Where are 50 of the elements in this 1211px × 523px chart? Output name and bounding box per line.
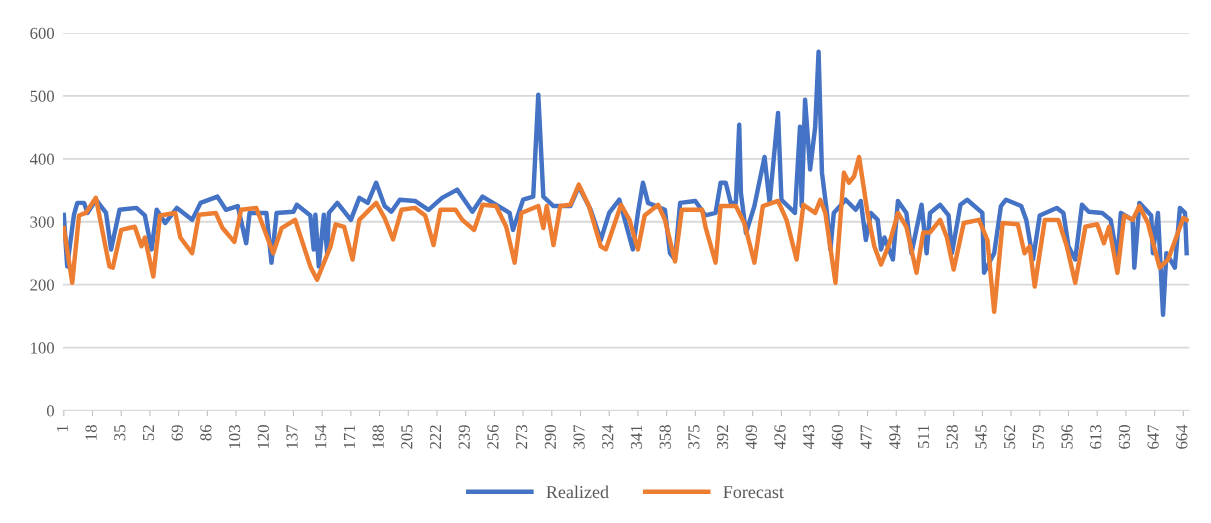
x-tick-label: 239	[458, 425, 470, 449]
x-tick-label: 188	[372, 425, 384, 448]
x-tick-label: 426	[774, 424, 786, 450]
x-tick-label: 137	[286, 424, 298, 448]
x-tick-label: 341	[630, 425, 643, 449]
x-tick-label: 494	[889, 424, 901, 450]
x-tick-label: 647	[1147, 424, 1159, 449]
x-tick-label: 18	[85, 425, 97, 440]
x-tick-label: 392	[716, 425, 729, 449]
x-tick-label: 52	[142, 425, 155, 441]
x-tick-label: 460	[831, 425, 844, 450]
x-tick-label: 545	[975, 425, 987, 449]
y-tick-label: 200	[30, 279, 54, 291]
x-tick-label: 562	[1004, 425, 1016, 449]
x-tick-label: 324	[602, 424, 614, 449]
x-tick-label: 613	[1090, 425, 1102, 449]
y-tick-label: 400	[29, 153, 54, 165]
x-tick-label: 69	[171, 425, 183, 441]
legend-label: Realized	[546, 485, 609, 499]
x-tick-label: 358	[659, 425, 671, 449]
x-tick-label: 35	[114, 425, 126, 441]
x-tick-label: 443	[803, 425, 815, 450]
x-tick-label: 375	[688, 425, 700, 449]
x-tick-label: 290	[544, 425, 556, 449]
x-tick-label: 205	[401, 425, 413, 449]
x-tick-label: 630	[1118, 425, 1131, 449]
legend-label: Forecast	[723, 486, 784, 499]
x-tick-label: 154	[315, 424, 327, 448]
y-tick-label: 0	[46, 405, 54, 417]
x-tick-label: 222	[429, 425, 441, 449]
x-tick-label: 256	[487, 424, 499, 449]
x-tick-label: 511	[917, 425, 930, 448]
x-tick-label: 579	[1032, 425, 1044, 449]
x-tick-label: 664	[1176, 424, 1188, 449]
x-tick-label: 477	[860, 424, 872, 450]
x-tick-label: 171	[343, 425, 355, 448]
x-tick-label: 273	[516, 425, 528, 449]
line-series	[62, 154, 1189, 314]
y-tick-label: 300	[30, 216, 54, 228]
x-tick-label: 103	[228, 425, 241, 448]
x-tick-label: 409	[745, 425, 757, 450]
y-tick-label: 500	[30, 90, 54, 102]
y-tick-label: 600	[30, 27, 54, 39]
y-tick-label: 100	[31, 342, 54, 354]
x-tick-label: 528	[946, 425, 958, 449]
x-tick-label: 307	[573, 424, 585, 449]
x-tick-label: 1	[56, 425, 68, 432]
x-tick-label: 86	[200, 424, 212, 441]
x-tick-label: 596	[1061, 424, 1073, 449]
x-tick-label: 120	[257, 425, 269, 448]
